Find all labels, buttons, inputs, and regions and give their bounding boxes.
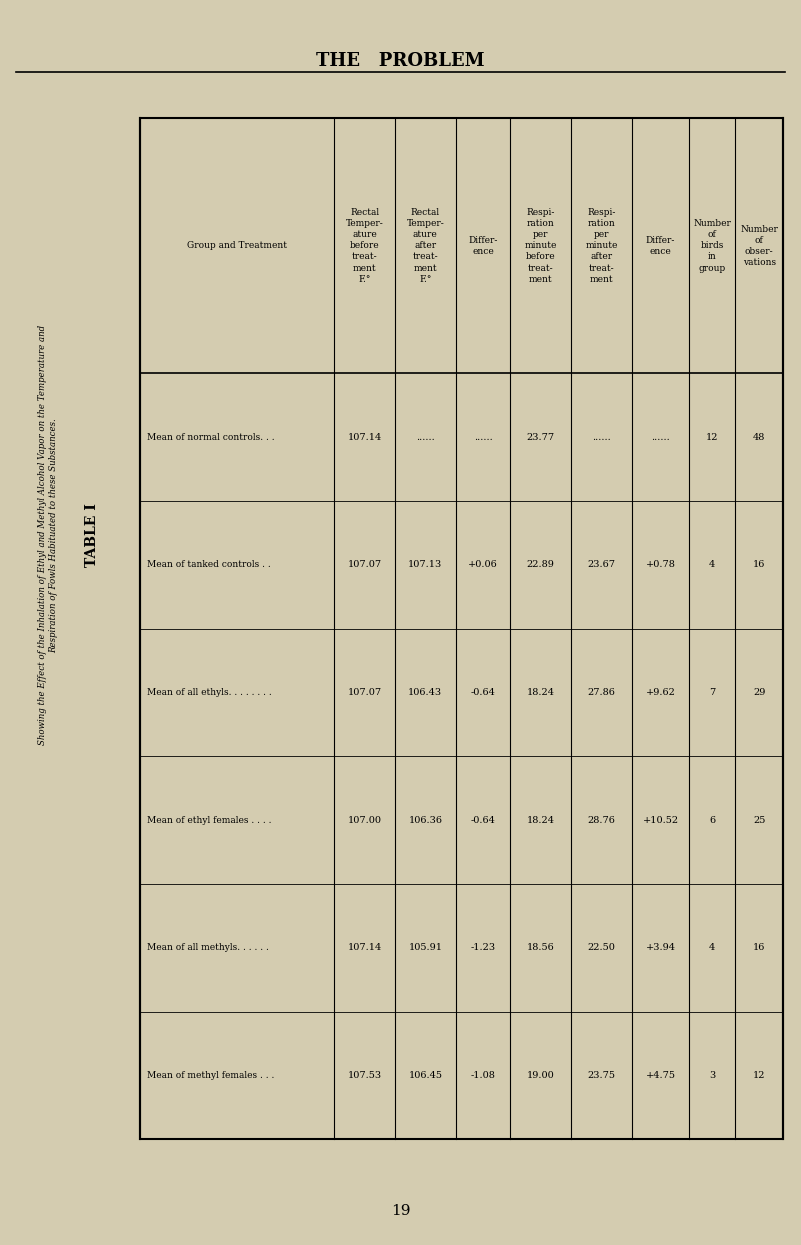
Text: 23.75: 23.75: [587, 1071, 615, 1079]
Text: 22.50: 22.50: [587, 944, 615, 952]
Text: 48: 48: [753, 433, 765, 442]
Text: Mean of ethyl females . . . .: Mean of ethyl females . . . .: [147, 815, 271, 824]
Text: -0.64: -0.64: [470, 815, 496, 824]
Text: 27.86: 27.86: [587, 688, 615, 697]
Text: 6: 6: [709, 815, 715, 824]
Text: 107.07: 107.07: [348, 688, 382, 697]
Text: +0.78: +0.78: [646, 560, 675, 569]
Text: 107.14: 107.14: [348, 944, 382, 952]
Text: Rectal
Temper-
ature
after
treat-
ment
F.°: Rectal Temper- ature after treat- ment F…: [406, 208, 445, 284]
Text: 107.53: 107.53: [348, 1071, 382, 1079]
Text: 22.89: 22.89: [527, 560, 554, 569]
Text: 18.24: 18.24: [527, 688, 554, 697]
Text: 16: 16: [753, 560, 765, 569]
Text: Number
of
obser-
vations: Number of obser- vations: [740, 225, 778, 266]
Text: ......: ......: [592, 433, 610, 442]
Text: 19: 19: [391, 1204, 410, 1218]
Text: 25: 25: [753, 815, 765, 824]
Text: 4: 4: [709, 560, 715, 569]
Text: 12: 12: [753, 1071, 766, 1079]
Text: Rectal
Temper-
ature
before
treat-
ment
F.°: Rectal Temper- ature before treat- ment …: [346, 208, 384, 284]
Text: +10.52: +10.52: [642, 815, 678, 824]
Text: 107.00: 107.00: [348, 815, 382, 824]
Text: THE   PROBLEM: THE PROBLEM: [316, 52, 485, 70]
Text: 106.43: 106.43: [409, 688, 442, 697]
Text: 3: 3: [709, 1071, 715, 1079]
Text: Respi-
ration
per
minute
before
treat-
ment: Respi- ration per minute before treat- m…: [525, 208, 557, 284]
Text: -1.23: -1.23: [470, 944, 496, 952]
Text: -0.64: -0.64: [470, 688, 496, 697]
Text: Differ-
ence: Differ- ence: [469, 235, 497, 256]
Text: ......: ......: [416, 433, 435, 442]
Text: 7: 7: [709, 688, 715, 697]
Text: 18.24: 18.24: [527, 815, 554, 824]
Text: 16: 16: [753, 944, 765, 952]
Text: +4.75: +4.75: [646, 1071, 675, 1079]
Text: 106.36: 106.36: [409, 815, 442, 824]
Text: 4: 4: [709, 944, 715, 952]
Text: Number
of
birds
in
group: Number of birds in group: [693, 219, 731, 273]
Text: 23.77: 23.77: [526, 433, 555, 442]
Text: Mean of all ethyls. . . . . . . .: Mean of all ethyls. . . . . . . .: [147, 688, 272, 697]
Text: 29: 29: [753, 688, 765, 697]
Text: 28.76: 28.76: [587, 815, 615, 824]
Text: +9.62: +9.62: [646, 688, 675, 697]
Text: Differ-
ence: Differ- ence: [646, 235, 675, 256]
Text: Group and Treatment: Group and Treatment: [187, 242, 288, 250]
Text: 18.56: 18.56: [527, 944, 554, 952]
Text: 107.14: 107.14: [348, 433, 382, 442]
Text: 105.91: 105.91: [409, 944, 442, 952]
Text: +3.94: +3.94: [646, 944, 675, 952]
Text: -1.08: -1.08: [470, 1071, 496, 1079]
Text: ......: ......: [651, 433, 670, 442]
Text: Mean of normal controls. . .: Mean of normal controls. . .: [147, 433, 274, 442]
Text: 19.00: 19.00: [527, 1071, 554, 1079]
Text: 12: 12: [706, 433, 718, 442]
Text: 107.07: 107.07: [348, 560, 382, 569]
Text: Respi-
ration
per
minute
after
treat-
ment: Respi- ration per minute after treat- me…: [586, 208, 618, 284]
Text: 106.45: 106.45: [409, 1071, 442, 1079]
Text: 107.13: 107.13: [409, 560, 442, 569]
Text: ......: ......: [473, 433, 493, 442]
Text: Mean of tanked controls . .: Mean of tanked controls . .: [147, 560, 270, 569]
Text: Mean of methyl females . . .: Mean of methyl females . . .: [147, 1071, 274, 1079]
Text: Mean of all methyls. . . . . .: Mean of all methyls. . . . . .: [147, 944, 268, 952]
Text: TABLE I: TABLE I: [85, 503, 99, 568]
Text: 23.67: 23.67: [587, 560, 615, 569]
Text: +0.06: +0.06: [468, 560, 498, 569]
Text: Showing the Effect of the Inhalation of Ethyl and Methyl Alcohol Vapor on the Te: Showing the Effect of the Inhalation of …: [38, 325, 58, 746]
